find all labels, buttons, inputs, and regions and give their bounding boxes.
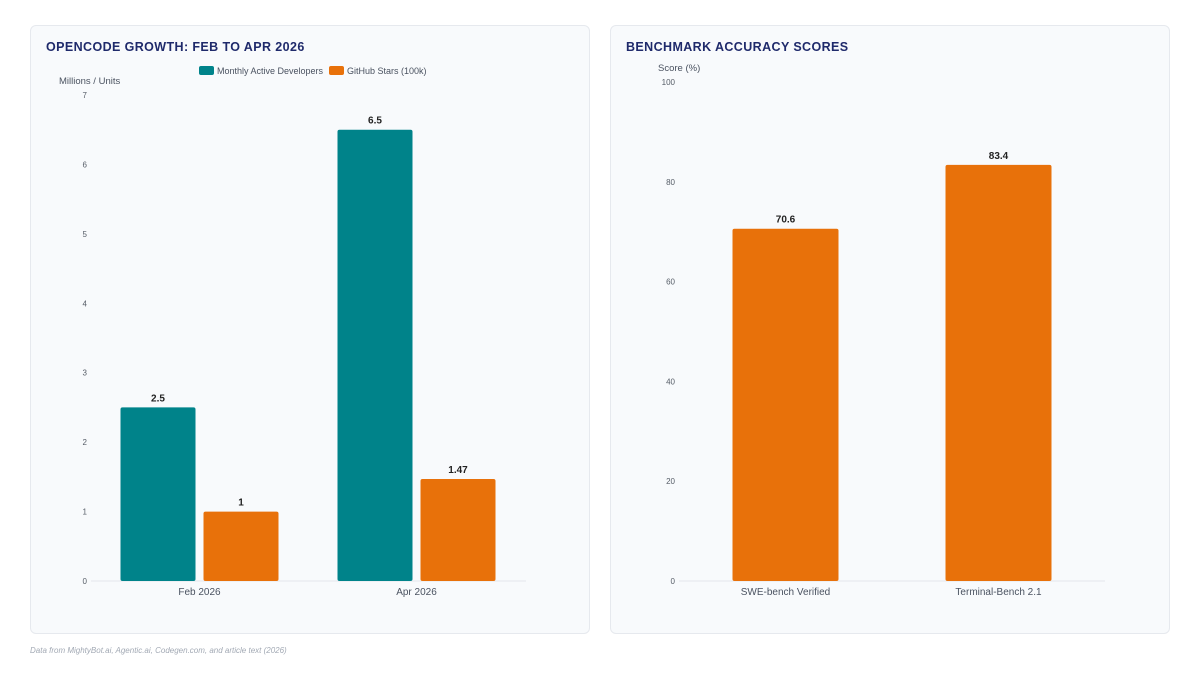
bar — [732, 228, 839, 581]
y-axis-title: Millions / Units — [59, 76, 120, 87]
legend-swatch — [329, 66, 344, 75]
y-tick-label: 60 — [666, 278, 675, 287]
legend-swatch — [199, 66, 214, 75]
bar — [945, 164, 1052, 582]
bar-value-label: 70.6 — [776, 215, 796, 226]
y-tick-label: 4 — [83, 299, 88, 308]
growth-chart-title: OPENCODE GROWTH: FEB TO APR 2026 — [46, 40, 305, 54]
benchmark-chart-panel: BENCHMARK ACCURACY SCORES Score (%) 0 20 40… — [610, 25, 1170, 634]
benchmark-bar-chart: Score (%) 0 20 40 60 80 100 70.6 SWE-bench Verif… — [658, 63, 1105, 598]
bar-value-label: 6.5 — [368, 116, 382, 127]
growth-bar-chart: Millions / Units 0 1 2 3 4 5 6 7 2.5 1 Feb 2026 6.5 1… — [59, 66, 526, 598]
y-tick-label: 5 — [83, 230, 88, 239]
benchmark-chart-title: BENCHMARK ACCURACY SCORES — [626, 40, 849, 54]
legend-label: GitHub Stars (100k) — [347, 66, 427, 76]
legend-label: Monthly Active Developers — [217, 66, 324, 76]
y-tick-label: 1 — [83, 508, 88, 517]
bar — [203, 511, 279, 581]
bar — [337, 129, 413, 581]
bar — [120, 407, 196, 581]
y-tick-label: 7 — [83, 91, 88, 100]
x-category-label: Apr 2026 — [396, 587, 437, 598]
source-footnote: Data from MightyBot.ai, Agentic.ai, Code… — [30, 646, 287, 655]
bar-value-label: 1.47 — [448, 465, 468, 476]
y-tick-label: 20 — [666, 477, 675, 486]
bar — [420, 478, 496, 581]
bar-value-label: 83.4 — [989, 151, 1009, 162]
y-tick-label: 40 — [666, 377, 675, 386]
bar-value-label: 2.5 — [151, 393, 165, 404]
y-tick-label: 100 — [662, 78, 676, 87]
growth-chart-panel: OPENCODE GROWTH: FEB TO APR 2026 Million… — [30, 25, 590, 634]
y-tick-label: 3 — [83, 369, 88, 378]
y-tick-label: 80 — [666, 178, 675, 187]
y-tick-label: 2 — [83, 438, 88, 447]
bar-value-label: 1 — [238, 498, 244, 509]
y-axis-title: Score (%) — [658, 63, 700, 74]
y-tick-label: 0 — [83, 577, 88, 586]
y-tick-label: 0 — [671, 577, 676, 586]
y-tick-label: 6 — [83, 160, 88, 169]
x-category-label: SWE-bench Verified — [741, 587, 831, 598]
x-category-label: Feb 2026 — [178, 587, 221, 598]
x-category-label: Terminal-Bench 2.1 — [955, 587, 1042, 598]
